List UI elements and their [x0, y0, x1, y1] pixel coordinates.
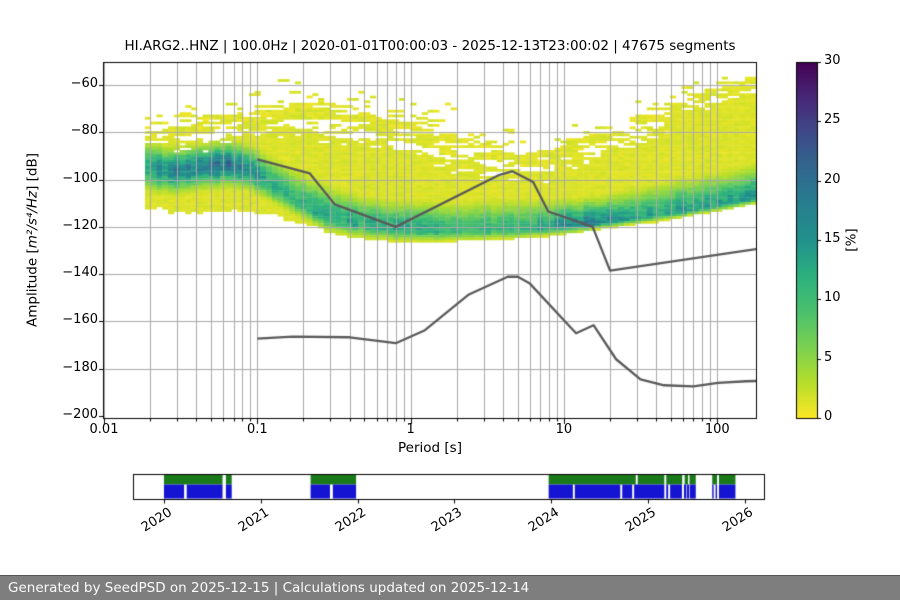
- ppsd-plot-canvas: [0, 0, 900, 575]
- y-axis-label-units: m²/s⁴/Hz: [24, 190, 41, 249]
- colorbar-tick-label: 30: [824, 53, 841, 68]
- x-tick-label: 0.1: [246, 422, 268, 437]
- y-tick-label: −120: [62, 217, 98, 233]
- x-axis-label: Period [s]: [398, 440, 462, 456]
- y-tick-label: −100: [62, 170, 98, 186]
- y-tick-label: −80: [70, 123, 98, 139]
- y-tick-label: −160: [62, 312, 98, 328]
- y-axis-label-prefix: Amplitude [: [24, 248, 41, 328]
- colorbar-tick-label: 25: [824, 112, 841, 128]
- colorbar-tick-label: 15: [824, 231, 841, 246]
- y-axis-label-suffix: ] [dB]: [24, 152, 41, 191]
- y-tick-label: −60: [70, 76, 98, 91]
- footer-bar: Generated by SeedPSD on 2025-12-15 | Cal…: [0, 575, 900, 600]
- y-tick-label: −200: [62, 407, 98, 422]
- x-tick-label: 0.01: [89, 422, 119, 437]
- colorbar-tick-label: 10: [824, 290, 841, 306]
- x-tick-label: 10: [555, 422, 573, 437]
- colorbar-tick-label: 20: [824, 171, 841, 187]
- x-tick-label: 100: [704, 422, 730, 437]
- y-tick-label: −140: [62, 265, 98, 281]
- colorbar-tick-label: 0: [824, 409, 833, 424]
- x-tick-label: 1: [406, 422, 415, 437]
- plot-title: HI.ARG2..HNZ | 100.0Hz | 2020-01-01T00:0…: [124, 38, 736, 54]
- y-tick-label: −180: [62, 359, 98, 375]
- y-axis-label: Amplitude [m²/s⁴/Hz] [dB]: [24, 152, 41, 328]
- colorbar-tick-label: 5: [824, 349, 833, 365]
- footer-text: Generated by SeedPSD on 2025-12-15 | Cal…: [8, 580, 530, 596]
